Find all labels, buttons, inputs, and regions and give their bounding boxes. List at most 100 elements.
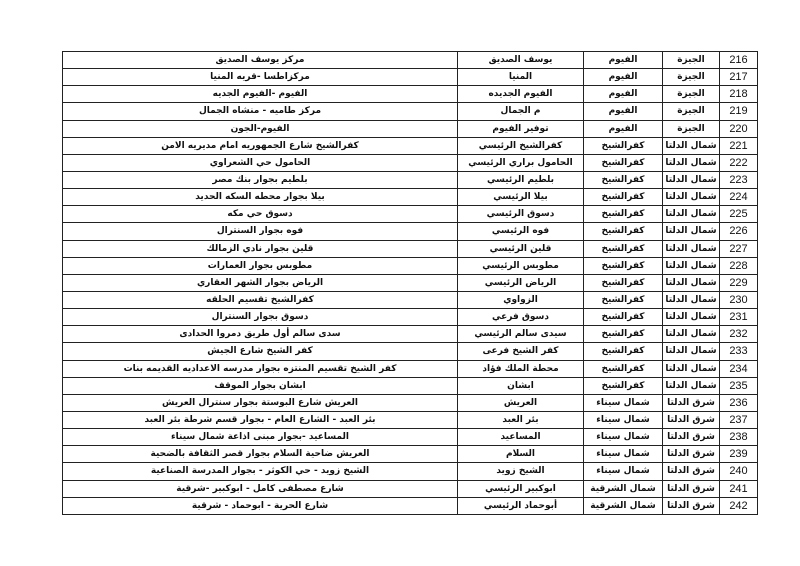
office-cell: توفير الفيوم <box>457 119 584 138</box>
region-cell: شمال الدلتا <box>662 342 720 361</box>
row-number-cell: 230 <box>719 290 758 310</box>
governorate-cell: كفرالشيخ <box>583 256 663 275</box>
region-cell: شرق الدلتا <box>662 428 720 447</box>
region-cell: شرق الدلتا <box>662 393 720 412</box>
governorate-cell: كفرالشيخ <box>583 273 663 292</box>
region-cell: شمال الدلتا <box>662 188 720 207</box>
office-cell: ابوكبير الرئيسي <box>457 479 584 498</box>
row-number-cell: 221 <box>719 136 758 155</box>
governorate-cell: كفرالشيخ <box>583 290 663 310</box>
address-cell: كفرالشيخ شارع الجمهوريه امام مديريه الام… <box>62 136 458 155</box>
address-cell: كفرالشيخ تقسيم الحلقه <box>62 290 458 310</box>
office-cell: يوسف الصديق <box>457 50 584 70</box>
governorate-cell: كفرالشيخ <box>583 170 663 190</box>
table-row: بئر العبد - الشارع العام - بجوار قسم شرط… <box>62 410 758 430</box>
table-row: بيلا بجوار محطه السكه الحديد بيلا الرئيسي… <box>62 188 758 207</box>
table-row: شارع الحرية - ابوحماد - شرقية أبوحماد الر… <box>62 496 758 515</box>
governorate-cell: شمال سيناء <box>583 410 663 430</box>
governorate-cell: كفرالشيخ <box>583 188 663 207</box>
governorate-cell: شمال الشرقية <box>583 496 663 515</box>
governorate-cell: شمال سيناء <box>583 445 663 464</box>
office-cell: الفيوم الجديده <box>457 85 584 104</box>
address-cell: سدى سالم أول طريق دمروا الحدادى <box>62 325 458 344</box>
table-row: الرياض بجوار الشهر العقاري الرياض الرئيسي… <box>62 273 758 292</box>
table-row: كفر الشيخ تقسيم المنتزه بجوار مدرسه الاع… <box>62 359 758 378</box>
row-number-cell: 222 <box>719 153 758 172</box>
governorate-cell: كفرالشيخ <box>583 342 663 361</box>
address-cell: المساعيد -بجوار مبنى اذاعة شمال سيناء <box>62 428 458 447</box>
table-row: العريش شارع البوستة بجوار سنترال العريش ا… <box>62 393 758 412</box>
row-number-cell: 229 <box>719 273 758 292</box>
row-number-cell: 240 <box>719 462 758 481</box>
address-cell: العريش شارع البوستة بجوار سنترال العريش <box>62 393 458 412</box>
table-row: شارع مصطفى كامل - ابوكبير -شرقية ابوكبير … <box>62 479 758 498</box>
region-cell: شمال الدلتا <box>662 136 720 155</box>
row-number-cell: 226 <box>719 222 758 241</box>
governorate-cell: كفرالشيخ <box>583 205 663 224</box>
address-cell: بئر العبد - الشارع العام - بجوار قسم شرط… <box>62 410 458 430</box>
region-cell: شمال الدلتا <box>662 308 720 327</box>
region-cell: الجيزة <box>662 68 720 87</box>
address-cell: دسوق بجوار السنترال <box>62 308 458 327</box>
region-cell: شمال الدلتا <box>662 273 720 292</box>
region-cell: شرق الدلتا <box>662 410 720 430</box>
table-row: سدى سالم أول طريق دمروا الحدادى سيدى سالم… <box>62 325 758 344</box>
table-row: الفيوم-الجون توفير الفيوم الفيوم الجيزة 220 <box>62 119 758 138</box>
region-cell: شمال الدلتا <box>662 153 720 172</box>
office-cell: الزواوي <box>457 290 584 310</box>
governorate-cell: شمال سيناء <box>583 462 663 481</box>
region-cell: الجيزة <box>662 50 720 70</box>
region-cell: الجيزة <box>662 119 720 138</box>
address-cell: بلطيم بجوار بنك مصر <box>62 170 458 190</box>
office-cell: سيدى سالم الرئيسي <box>457 325 584 344</box>
region-cell: شمال الدلتا <box>662 256 720 275</box>
governorate-cell: كفرالشيخ <box>583 222 663 241</box>
governorate-cell: شمال الشرقية <box>583 479 663 498</box>
office-cell: أبوحماد الرئيسي <box>457 496 584 515</box>
row-number-cell: 219 <box>719 102 758 121</box>
row-number-cell: 227 <box>719 239 758 258</box>
row-number-cell: 223 <box>719 170 758 190</box>
row-number-cell: 216 <box>719 50 758 70</box>
table-row: مركزاطسا -قريه المنيا المنيا الفيوم الجيزة 2… <box>62 68 758 87</box>
governorate-cell: كفرالشيخ <box>583 136 663 155</box>
office-cell: بلطيم الرئيسي <box>457 170 584 190</box>
governorate-cell: كفرالشيخ <box>583 376 663 395</box>
row-number-cell: 218 <box>719 85 758 104</box>
row-number-cell: 238 <box>719 428 758 447</box>
governorate-cell: كفرالشيخ <box>583 325 663 344</box>
table-row: العريش ضاحية السلام بجوار قصر الثقافة با… <box>62 445 758 464</box>
row-number-cell: 233 <box>719 342 758 361</box>
region-cell: شرق الدلتا <box>662 462 720 481</box>
office-cell: م الجمال <box>457 102 584 121</box>
table-row: دسوق حي مكه دسوق الرئيسي كفرالشيخ شمال الدل… <box>62 205 758 224</box>
row-number-cell: 241 <box>719 479 758 498</box>
address-cell: الفيوم -الفيوم الجديه <box>62 85 458 104</box>
table-row: ابشان بجوار الموقف ابشان كفرالشيخ شمال الدل… <box>62 376 758 395</box>
office-cell: بئر العبد <box>457 410 584 430</box>
office-cell: دسوق فرعي <box>457 308 584 327</box>
address-cell: مطوبس بجوار العمارات <box>62 256 458 275</box>
address-cell: مركز يوسف الصديق <box>62 50 458 70</box>
row-number-cell: 236 <box>719 393 758 412</box>
row-number-cell: 237 <box>719 410 758 430</box>
region-cell: شمال الدلتا <box>662 359 720 378</box>
office-cell: الشيخ زويد <box>457 462 584 481</box>
address-cell: الحامول حي الشعراوي <box>62 153 458 172</box>
office-cell: قلين الرئيسي <box>457 239 584 258</box>
table-row: دسوق بجوار السنترال دسوق فرعي كفرالشيخ شمال… <box>62 308 758 327</box>
governorate-cell: الفيوم <box>583 68 663 87</box>
row-number-cell: 242 <box>719 496 758 515</box>
governorate-cell: الفيوم <box>583 50 663 70</box>
office-cell: محطة الملك فؤاد <box>457 359 584 378</box>
table-row: كفرالشيخ شارع الجمهوريه امام مديريه الام… <box>62 136 758 155</box>
address-cell: بيلا بجوار محطه السكه الحديد <box>62 188 458 207</box>
office-cell: بيلا الرئيسي <box>457 188 584 207</box>
governorate-cell: شمال سيناء <box>583 428 663 447</box>
region-cell: شرق الدلتا <box>662 496 720 515</box>
office-cell: كفر الشيخ فرعى <box>457 342 584 361</box>
table-row: الفيوم -الفيوم الجديه الفيوم الجديده الفيو… <box>62 85 758 104</box>
address-cell: العريش ضاحية السلام بجوار قصر الثقافة با… <box>62 445 458 464</box>
governorate-cell: الفيوم <box>583 85 663 104</box>
table-row: الحامول حي الشعراوي الحامول براري الرئيسي… <box>62 153 758 172</box>
